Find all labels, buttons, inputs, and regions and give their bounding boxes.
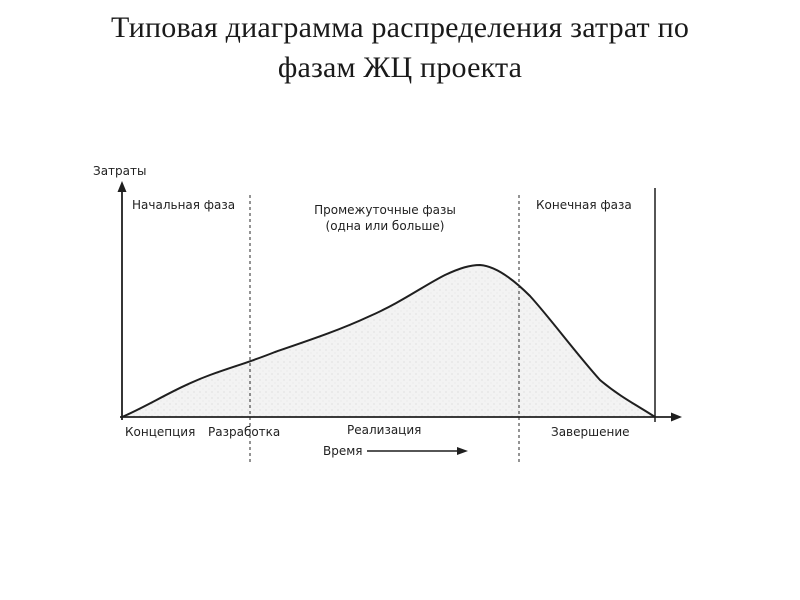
x-axis-label: Время bbox=[323, 444, 363, 458]
phase-label-final: Конечная фаза bbox=[536, 198, 632, 212]
page-title: Типовая диаграмма распределения затрат п… bbox=[0, 8, 800, 88]
stage-label-concept: Концепция bbox=[125, 425, 195, 439]
cost-curve bbox=[121, 263, 656, 418]
y-axis-arrow bbox=[117, 181, 127, 192]
x-axis-arrow bbox=[671, 412, 682, 422]
stage-label-development: Разработка bbox=[208, 425, 280, 439]
phase-label-intermediate-line-1: Промежуточные фазы bbox=[314, 203, 456, 217]
page-title-line-2: фазам ЖЦ проекта bbox=[277, 51, 523, 84]
cost-area bbox=[122, 265, 655, 417]
phase-label-intermediate-line-2: (одна или больше) bbox=[326, 219, 445, 233]
time-arrow-head bbox=[457, 447, 468, 455]
phase-label-initial: Начальная фаза bbox=[132, 198, 235, 212]
page-title-line-1: Типовая диаграмма распределения затрат п… bbox=[110, 11, 690, 44]
stage-label-implementation: Реализация bbox=[347, 423, 421, 437]
y-axis-label: Затраты bbox=[93, 164, 146, 178]
stage-label-completion: Завершение bbox=[551, 425, 630, 439]
